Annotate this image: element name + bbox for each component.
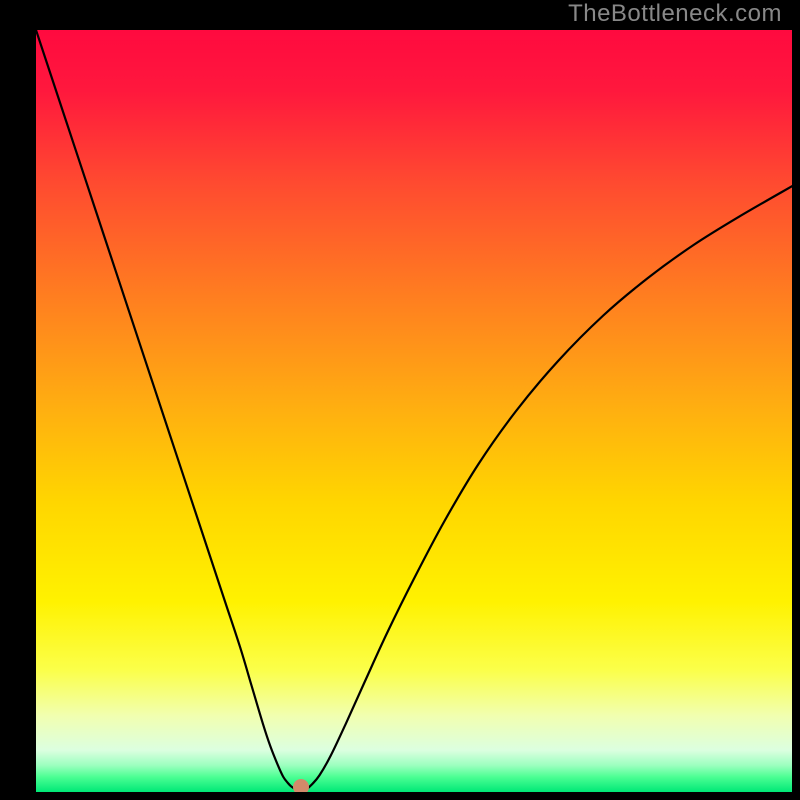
watermark-text: TheBottleneck.com [568, 0, 782, 28]
optimum-marker [293, 779, 309, 792]
bottleneck-curve [36, 30, 792, 792]
plot-frame [36, 30, 792, 792]
plot-area [36, 30, 792, 792]
chart-canvas: TheBottleneck.com [0, 0, 800, 800]
